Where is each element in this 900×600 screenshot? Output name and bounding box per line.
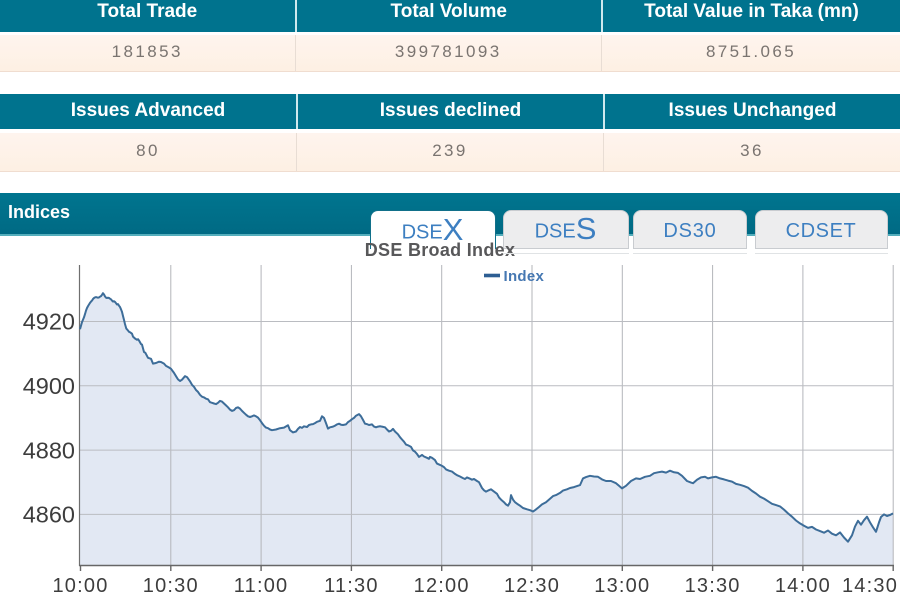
svg-text:Index: Index: [504, 268, 545, 285]
svg-text:14:00: 14:00: [775, 575, 831, 597]
svg-text:10:30: 10:30: [143, 575, 199, 597]
svg-text:14:30: 14:30: [842, 575, 898, 597]
svg-text:10:00: 10:00: [52, 575, 108, 597]
svg-text:4860: 4860: [23, 502, 75, 528]
svg-text:13:30: 13:30: [685, 575, 741, 597]
svg-text:4900: 4900: [23, 373, 75, 399]
svg-text:4880: 4880: [23, 437, 75, 463]
svg-text:11:00: 11:00: [234, 575, 289, 597]
svg-text:4920: 4920: [23, 309, 75, 335]
svg-text:12:30: 12:30: [504, 575, 560, 597]
svg-text:13:00: 13:00: [594, 575, 650, 597]
svg-text:11:30: 11:30: [324, 575, 379, 597]
svg-text:12:00: 12:00: [414, 575, 470, 597]
